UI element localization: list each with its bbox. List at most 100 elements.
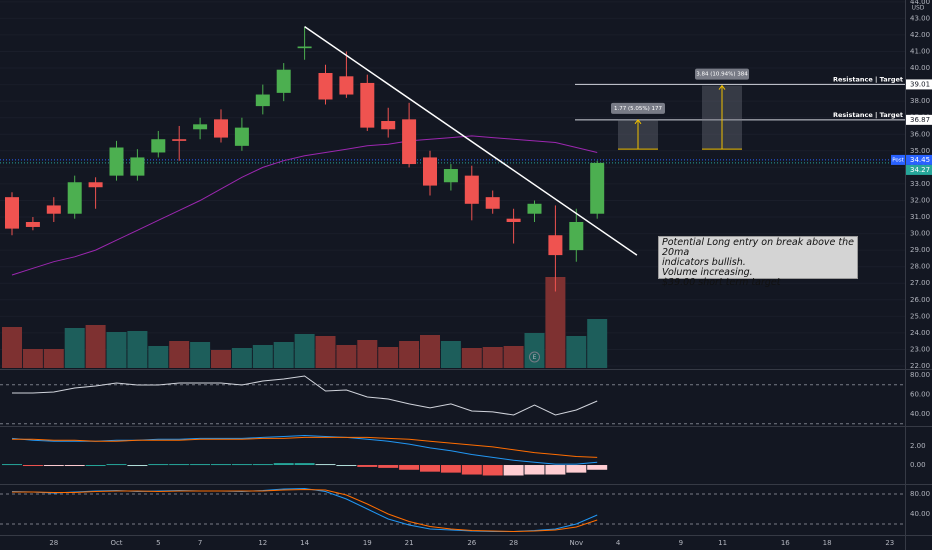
candle-body	[339, 76, 354, 95]
candle-body	[360, 82, 375, 128]
post-tag	[891, 154, 905, 165]
macd-histogram-bar	[315, 464, 336, 466]
volume-bar	[127, 331, 148, 368]
axis-tag	[906, 154, 932, 165]
volume-bar	[148, 346, 169, 368]
moving-average	[11, 135, 598, 276]
macd-histogram-bar	[587, 465, 608, 470]
macd-histogram-bar	[22, 465, 43, 467]
candle-body	[443, 169, 458, 183]
volume-bar	[399, 341, 420, 368]
rsi-line	[12, 375, 598, 416]
macd-histogram-bar	[127, 465, 148, 467]
y-tick-label: 0.00	[910, 461, 926, 469]
note-line: indicators bullish.	[662, 257, 746, 268]
note-line: Potential Long entry on break above the …	[662, 237, 855, 258]
note-line: Volume increasing.	[662, 267, 753, 278]
y-tick-label: 80.00	[910, 371, 930, 379]
candle-body	[402, 119, 417, 165]
volume-bar	[273, 342, 294, 368]
x-tick-label: 28	[509, 539, 518, 547]
macd-histogram-bar	[252, 464, 273, 466]
candle-body	[255, 94, 270, 107]
candle-body	[276, 69, 291, 93]
y-tick-label: 80.00	[910, 490, 930, 498]
axis-tag-label: 39.01	[910, 80, 930, 88]
x-tick-label: 16	[781, 539, 790, 547]
volume-bar	[315, 336, 336, 368]
volume-bar	[503, 346, 524, 368]
macd-histogram-bar	[294, 463, 315, 466]
candle-body	[381, 121, 396, 130]
volume-bar	[43, 349, 64, 368]
macd-histogram-bar	[106, 464, 127, 466]
y-tick-label: 33.00	[910, 180, 930, 188]
y-tick-label: 25.00	[910, 312, 930, 320]
volume-bar	[357, 340, 378, 368]
candle-body	[151, 139, 166, 153]
macd-line	[11, 434, 598, 465]
axis-tag	[906, 164, 932, 175]
macd-histogram-bar	[378, 465, 399, 468]
y-tick-label: 40.00	[910, 64, 930, 72]
candle-body	[485, 197, 500, 209]
y-tick-label: 42.00	[910, 31, 930, 39]
x-tick-label: 23	[885, 539, 894, 547]
y-tick-label: 43.00	[910, 14, 930, 22]
measure-arrowhead	[718, 84, 726, 90]
currency: USD	[912, 5, 925, 12]
x-tick-label: 18	[823, 539, 832, 547]
y-tick-label: 41.00	[910, 47, 930, 55]
volume-bar	[85, 325, 106, 368]
axis-tag-label: 34.27	[910, 166, 930, 174]
macd-histogram-bar	[461, 465, 482, 475]
macd-histogram-bar	[336, 465, 357, 467]
macd-histogram-bar	[566, 465, 587, 473]
macd-histogram-bar	[273, 463, 294, 466]
x-tick-label: 12	[258, 539, 267, 547]
candle-body	[172, 139, 187, 141]
volume-bar	[440, 341, 461, 368]
candle-body	[46, 205, 61, 214]
y-tick-label: 27.00	[910, 279, 930, 287]
x-tick-label: 14	[300, 539, 309, 547]
candle-body	[67, 182, 82, 214]
y-tick-label: 31.00	[910, 213, 930, 221]
volume-bar	[169, 341, 190, 368]
y-tick-label: 60.00	[910, 390, 930, 398]
measure-label: 3.84 (10.94%) 384	[696, 72, 748, 78]
y-tick-label: 2.00	[910, 442, 926, 450]
candle-body	[130, 157, 145, 176]
y-tick-label: 28.00	[910, 263, 930, 271]
resistance-label: Resistance | Target	[833, 111, 903, 120]
candle-body	[88, 182, 103, 188]
earnings-icon	[529, 351, 540, 363]
candle-body	[464, 175, 479, 204]
measure-label: 1.77 (5.05%) 177	[614, 106, 663, 112]
y-tick-label: 32.00	[910, 196, 930, 204]
volume-bar	[231, 348, 252, 368]
y-tick-label: 35.00	[910, 147, 930, 155]
x-tick-label: 4	[616, 539, 621, 547]
x-tick-label: 5	[156, 539, 160, 547]
axis-tag-label: 36.87	[910, 116, 930, 124]
candle-body	[193, 124, 208, 130]
stoch-d-line	[12, 488, 598, 533]
y-tick-label: 23.00	[910, 345, 930, 353]
macd-histogram-bar	[545, 465, 566, 475]
macd-histogram-bar	[85, 465, 106, 467]
candle-body	[548, 235, 563, 256]
macd-histogram-bar	[420, 465, 440, 472]
candle-body	[234, 127, 249, 146]
candle-body	[25, 221, 40, 227]
candle-body	[506, 218, 521, 222]
y-tick-label: 26.00	[910, 296, 930, 304]
candle-body	[527, 203, 542, 214]
x-tick-label: 9	[679, 539, 683, 547]
x-tick-label: 28	[49, 539, 58, 547]
candle-body	[569, 221, 584, 251]
macd-histogram-bar	[148, 464, 169, 466]
y-tick-label: 22.00	[910, 362, 930, 370]
macd-histogram-bar	[482, 465, 503, 476]
